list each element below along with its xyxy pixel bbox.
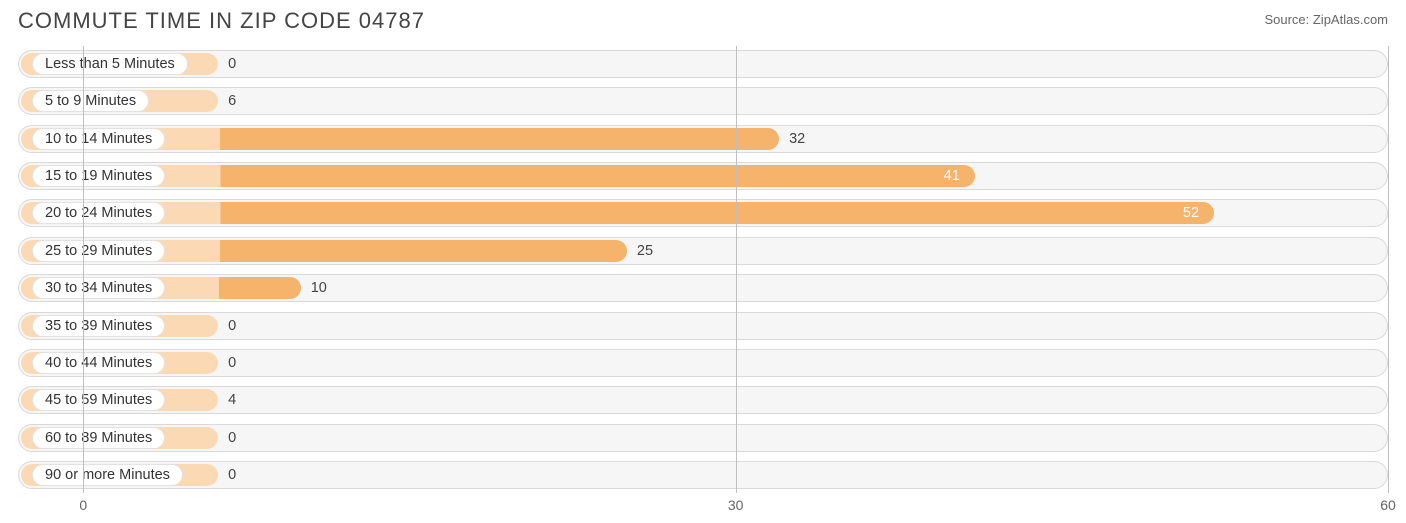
chart-title: COMMUTE TIME IN ZIP CODE 04787	[18, 8, 425, 34]
bar-value-label: 32	[779, 125, 805, 153]
bar-value-label: 25	[627, 237, 653, 265]
category-label: 25 to 29 Minutes	[45, 243, 152, 259]
category-pill: 15 to 19 Minutes	[32, 165, 165, 187]
bar-value-label: 52	[21, 199, 1211, 227]
bar-value-label: 0	[218, 50, 236, 78]
x-tick-label: 30	[728, 497, 744, 513]
bar-value-label: 4	[218, 386, 236, 414]
category-label: 5 to 9 Minutes	[45, 93, 136, 109]
category-pill: 20 to 24 Minutes	[32, 202, 165, 224]
x-tick-label: 60	[1380, 497, 1396, 513]
bar-row: 0 35 to 39 Minutes	[18, 312, 1388, 340]
bar-row: 25 25 to 29 Minutes	[18, 237, 1388, 265]
bar-value-label: 6	[218, 87, 236, 115]
x-axis: 03060	[18, 497, 1388, 517]
bar-row: 4 45 to 59 Minutes	[18, 386, 1388, 414]
category-label: 20 to 24 Minutes	[45, 205, 152, 221]
category-pill: 25 to 29 Minutes	[32, 240, 165, 262]
bar-row: 0 60 to 89 Minutes	[18, 424, 1388, 452]
bar-row: 0 Less than 5 Minutes	[18, 50, 1388, 78]
bar-row: 0 90 or more Minutes	[18, 461, 1388, 489]
gridline	[1388, 46, 1389, 493]
bar-value-label: 0	[218, 461, 236, 489]
category-label: 45 to 59 Minutes	[45, 392, 152, 408]
category-pill: 35 to 39 Minutes	[32, 315, 165, 337]
category-pill: 45 to 59 Minutes	[32, 389, 165, 411]
bars-container: 0 Less than 5 Minutes 6 5 to 9 Minutes 32 10 …	[18, 46, 1388, 493]
bar-row: 10 30 to 34 Minutes	[18, 274, 1388, 302]
bar-row: 5220 to 24 Minutes	[18, 199, 1388, 227]
category-pill: 40 to 44 Minutes	[32, 352, 165, 374]
category-label: 10 to 14 Minutes	[45, 131, 152, 147]
category-pill: Less than 5 Minutes	[32, 53, 188, 75]
bar-row: 6 5 to 9 Minutes	[18, 87, 1388, 115]
source-attribution: Source: ZipAtlas.com	[1264, 8, 1388, 27]
category-label: 40 to 44 Minutes	[45, 355, 152, 371]
gridline	[83, 46, 84, 493]
bar-row: 0 40 to 44 Minutes	[18, 349, 1388, 377]
bar-row: 4115 to 19 Minutes	[18, 162, 1388, 190]
category-label: 90 or more Minutes	[45, 467, 170, 483]
plot-region: 0 Less than 5 Minutes 6 5 to 9 Minutes 32 10 …	[18, 46, 1388, 493]
category-label: 60 to 89 Minutes	[45, 430, 152, 446]
category-label: 35 to 39 Minutes	[45, 318, 152, 334]
bar-value-label: 10	[301, 274, 327, 302]
category-pill: 30 to 34 Minutes	[32, 277, 165, 299]
bar-value-label: 0	[218, 424, 236, 452]
bar-row: 32 10 to 14 Minutes	[18, 125, 1388, 153]
x-tick-label: 0	[79, 497, 87, 513]
category-pill: 90 or more Minutes	[32, 464, 183, 486]
gridline	[736, 46, 737, 493]
bar-value-label: 0	[218, 349, 236, 377]
category-pill: 60 to 89 Minutes	[32, 427, 165, 449]
category-pill: 5 to 9 Minutes	[32, 90, 149, 112]
category-label: Less than 5 Minutes	[45, 56, 175, 72]
chart-area: 0 Less than 5 Minutes 6 5 to 9 Minutes 32 10 …	[18, 46, 1388, 493]
category-pill: 10 to 14 Minutes	[32, 128, 165, 150]
bar-value-label: 0	[218, 312, 236, 340]
category-label: 30 to 34 Minutes	[45, 280, 152, 296]
category-label: 15 to 19 Minutes	[45, 168, 152, 184]
